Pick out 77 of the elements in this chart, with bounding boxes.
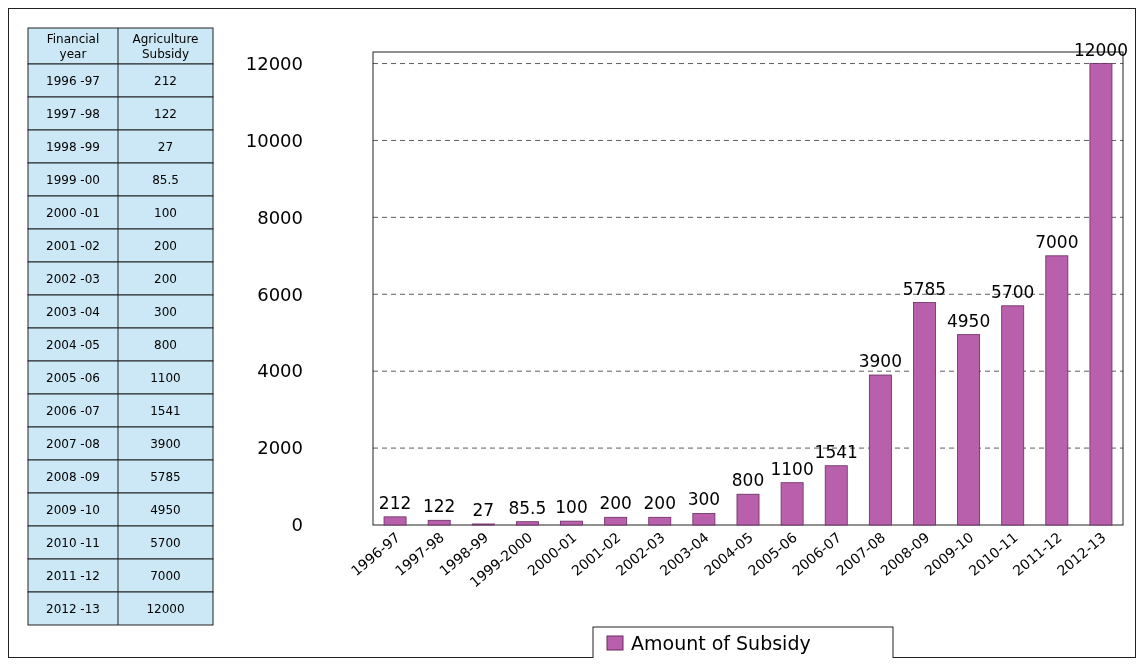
category-label: 2011 -12	[46, 569, 100, 583]
category-label: 1996 -97	[46, 74, 100, 88]
data-label: 3900	[858, 351, 902, 372]
category-label: 2003 -04	[46, 305, 100, 319]
bar	[692, 513, 716, 526]
data-label: 7000	[150, 569, 181, 583]
y-tick-label: 10000	[245, 129, 303, 151]
data-label: 5700	[150, 536, 181, 550]
y-tick-label: 8000	[257, 206, 303, 228]
category-label: 1998 -99	[46, 140, 100, 154]
category-label: 1997 -98	[46, 107, 100, 121]
bar	[1089, 63, 1113, 526]
data-label: 12000	[1073, 39, 1128, 60]
data-label: 12000	[146, 602, 185, 616]
bar	[515, 521, 539, 526]
bar	[957, 334, 981, 526]
data-label: 85.5	[508, 497, 547, 518]
y-tick-label: 2000	[257, 437, 303, 459]
bar	[1001, 305, 1025, 526]
category-label: 2002 -03	[46, 272, 100, 286]
data-label: 122	[154, 107, 177, 121]
y-tick-label: 6000	[257, 283, 303, 305]
legend-label: Amount of Subsidy	[631, 632, 811, 654]
bar	[648, 516, 672, 526]
bar	[383, 516, 407, 526]
bar	[560, 520, 583, 526]
category-label: 2008 -09	[46, 470, 100, 484]
data-label: 27	[472, 499, 495, 520]
data-label: 122	[422, 496, 456, 517]
bar	[1045, 255, 1069, 526]
bar	[913, 302, 936, 526]
data-label: 200	[154, 272, 177, 286]
data-label: 4950	[946, 310, 991, 331]
category-label: 2007 -08	[46, 437, 100, 451]
y-tick-label: 12000	[245, 52, 303, 74]
data-label: 1541	[814, 441, 858, 462]
category-label: 2004 -05	[46, 338, 100, 352]
data-label: 5700	[991, 281, 1035, 302]
text: Agriculture Subsidy	[132, 32, 199, 61]
data-label: 5785	[902, 278, 947, 299]
data-label: 200	[599, 493, 632, 514]
category-label: 1999 -00	[46, 173, 100, 187]
category-label: 2005 -06	[46, 371, 100, 385]
data-label: 1541	[150, 404, 181, 418]
category-label: 2000 -01	[46, 206, 100, 220]
bar	[427, 519, 451, 526]
data-label: 5785	[150, 470, 181, 484]
category-label: 2001 -02	[46, 239, 100, 253]
data-label: 1100	[150, 371, 181, 385]
data-label: 300	[154, 305, 177, 319]
data-label: 85.5	[152, 173, 179, 187]
data-label: 100	[154, 206, 177, 220]
bar	[604, 516, 628, 526]
text: Financial year	[46, 32, 100, 61]
data-label: 800	[154, 338, 177, 352]
bar	[824, 465, 848, 526]
category-label: 2009 -10	[46, 503, 100, 517]
category-label: 2012 -13	[46, 602, 100, 616]
bar	[868, 374, 892, 526]
data-label: 1100	[770, 458, 814, 479]
data-label: 800	[731, 470, 765, 491]
y-tick-label: 0	[291, 514, 303, 536]
y-tick-label: 4000	[257, 360, 303, 382]
data-label: 3900	[150, 437, 181, 451]
data-label: 212	[378, 492, 412, 513]
data-label: 27	[157, 140, 174, 154]
data-label: 7000	[1035, 231, 1079, 252]
data-label: 100	[555, 497, 588, 518]
data-label: 4950	[150, 503, 181, 517]
category-label: 2010 -11	[46, 536, 100, 550]
data-label: 200	[643, 493, 676, 514]
data-label: 212	[154, 74, 177, 88]
category-label: 2006 -07	[46, 404, 100, 418]
bar	[780, 482, 804, 526]
bar	[736, 493, 760, 526]
data-label: 200	[154, 239, 177, 253]
data-label: 300	[687, 489, 721, 510]
